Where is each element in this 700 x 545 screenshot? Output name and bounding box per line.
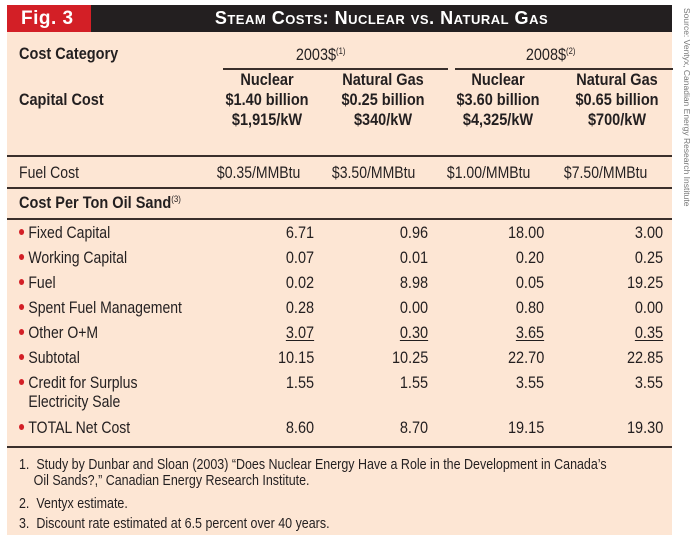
- footnote-3: 3. Discount rate estimated at 6.5 percen…: [19, 516, 330, 532]
- row-label: Working Capital: [19, 249, 127, 268]
- perkw-gas-2003: $340/kW: [353, 111, 413, 129]
- row-value: 3.65: [515, 324, 544, 342]
- rule-above-fuel-cost: [7, 155, 672, 157]
- row-label: Fuel: [19, 274, 56, 293]
- row-value: 3.07: [285, 324, 314, 342]
- row-value: 6.71: [285, 224, 314, 242]
- col-header-gas-2008: Natural Gas: [576, 71, 658, 89]
- bullet-icon: [19, 229, 25, 235]
- row-value: 3.55: [634, 374, 663, 392]
- row-value: 0.35: [634, 324, 663, 342]
- title-bar: Fig. 3 Steam Costs: Nuclear vs. Natural …: [7, 5, 672, 32]
- perkw-nuclear-2008: $4,325/kW: [462, 111, 534, 129]
- row-value: 0.01: [399, 249, 428, 267]
- footnote-1: 1. Study by Dunbar and Sloan (2003) “Doe…: [19, 457, 607, 489]
- row-value: 0.02: [285, 274, 314, 292]
- capital-cost-label: Capital Cost: [19, 91, 104, 109]
- row-label: Fixed Capital: [19, 224, 110, 243]
- source-credit: Source: Ventyx, Canadian Energy Research…: [682, 8, 692, 207]
- row-value: 0.80: [515, 299, 544, 317]
- bullet-icon: [19, 329, 25, 335]
- row-value: 0.30: [399, 324, 428, 342]
- row-value: 0.28: [285, 299, 314, 317]
- cost-category-header: Cost Category: [19, 45, 119, 63]
- group-2008-header: 2008$(2): [525, 45, 576, 64]
- perkw-gas-2008: $700/kW: [587, 111, 647, 129]
- bullet-icon: [19, 424, 25, 430]
- row-value: 8.60: [285, 419, 314, 437]
- fuel-cost-value: $3.50/MMBtu: [331, 164, 416, 182]
- row-label: Subtotal: [19, 349, 80, 368]
- row-value: 19.30: [626, 419, 663, 437]
- rule-below-section: [7, 218, 672, 220]
- capital-gas-2003: $0.25 billion: [341, 91, 425, 109]
- col-header-nuclear-2003: Nuclear: [240, 71, 294, 89]
- row-value: 19.25: [626, 274, 663, 292]
- row-value: 0.00: [634, 299, 663, 317]
- bullet-icon: [19, 254, 25, 260]
- row-value: 18.00: [507, 224, 544, 242]
- row-value: 0.00: [399, 299, 428, 317]
- row-value: 19.15: [507, 419, 544, 437]
- fuel-cost-value: $1.00/MMBtu: [446, 164, 531, 182]
- row-value: 0.05: [515, 274, 544, 292]
- rule-above-footnotes: [7, 446, 672, 448]
- col-header-gas-2003: Natural Gas: [342, 71, 424, 89]
- row-value: 22.70: [507, 349, 544, 367]
- row-value: 0.20: [515, 249, 544, 267]
- row-label: Credit for Surplus Electricity Sale: [19, 374, 137, 412]
- row-value: 10.15: [277, 349, 314, 367]
- row-value: 0.25: [634, 249, 663, 267]
- footnote-2: 2. Ventyx estimate.: [19, 496, 128, 512]
- fuel-cost-label: Fuel Cost: [19, 164, 80, 182]
- bullet-icon: [19, 379, 25, 385]
- fuel-cost-value: $7.50/MMBtu: [563, 164, 648, 182]
- row-value: 0.96: [399, 224, 428, 242]
- row-value: 3.00: [634, 224, 663, 242]
- figure-panel: Fig. 3 Steam Costs: Nuclear vs. Natural …: [7, 5, 673, 535]
- bullet-icon: [19, 304, 25, 310]
- figure-label: Fig. 3: [7, 5, 91, 32]
- rule-below-fuel-cost: [7, 187, 672, 189]
- row-value: 10.25: [391, 349, 428, 367]
- row-value: 8.70: [399, 419, 428, 437]
- row-value: 0.07: [285, 249, 314, 267]
- bullet-icon: [19, 354, 25, 360]
- perkw-nuclear-2003: $1,915/kW: [231, 111, 303, 129]
- capital-nuclear-2008: $3.60 billion: [456, 91, 540, 109]
- section-cost-per-ton: Cost Per Ton Oil Sand(3): [19, 194, 181, 212]
- figure-title: Steam Costs: Nuclear vs. Natural Gas: [214, 8, 549, 28]
- row-value: 22.85: [626, 349, 663, 367]
- group-2003-header: 2003$(1): [295, 45, 346, 64]
- row-value: 8.98: [399, 274, 428, 292]
- bullet-icon: [19, 279, 25, 285]
- row-label: TOTAL Net Cost: [19, 419, 130, 438]
- row-value: 1.55: [285, 374, 314, 392]
- group-2003-rule: [223, 68, 448, 70]
- fuel-cost-value: $0.35/MMBtu: [216, 164, 301, 182]
- capital-gas-2008: $0.65 billion: [575, 91, 659, 109]
- row-value: 3.55: [515, 374, 544, 392]
- group-2008-rule: [455, 68, 673, 70]
- capital-nuclear-2003: $1.40 billion: [225, 91, 309, 109]
- col-header-nuclear-2008: Nuclear: [471, 71, 525, 89]
- row-label: Spent Fuel Management: [19, 299, 182, 318]
- row-value: 1.55: [399, 374, 428, 392]
- row-label: Other O+M: [19, 324, 98, 343]
